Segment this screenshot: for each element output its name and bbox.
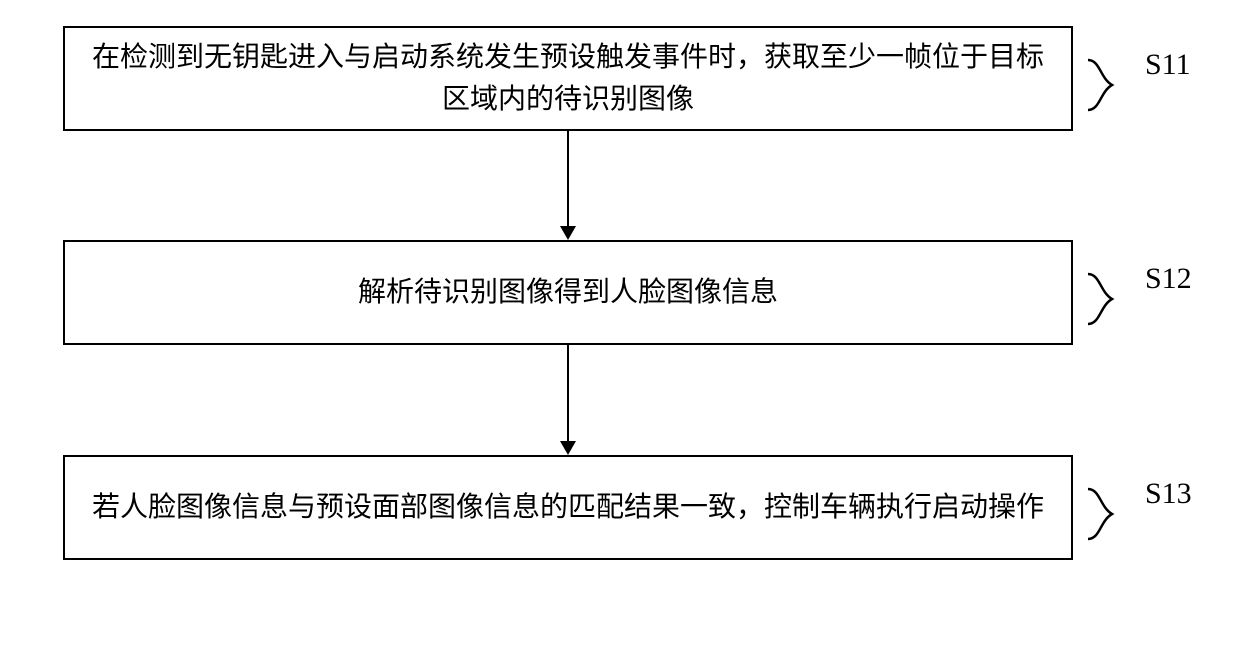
flow-node-s11: 在检测到无钥匙进入与启动系统发生预设触发事件时，获取至少一帧位于目标区域内的待识… bbox=[63, 26, 1073, 131]
flow-arrow bbox=[567, 345, 569, 441]
arrow-down-icon bbox=[560, 226, 576, 240]
flow-node-label-s13: S13 bbox=[1145, 477, 1192, 511]
brace-icon bbox=[1080, 479, 1140, 549]
arrow-down-icon bbox=[560, 441, 576, 455]
flow-arrow bbox=[567, 131, 569, 226]
brace-icon bbox=[1080, 264, 1140, 334]
flow-node-text: 若人脸图像信息与预设面部图像信息的匹配结果一致，控制车辆执行启动操作 bbox=[92, 487, 1044, 529]
flow-node-s13: 若人脸图像信息与预设面部图像信息的匹配结果一致，控制车辆执行启动操作 bbox=[63, 455, 1073, 560]
brace-icon bbox=[1080, 50, 1140, 120]
flow-node-label-s12: S12 bbox=[1145, 262, 1192, 296]
flowchart-canvas: 在检测到无钥匙进入与启动系统发生预设触发事件时，获取至少一帧位于目标区域内的待识… bbox=[0, 0, 1240, 657]
flow-node-label-s11: S11 bbox=[1145, 48, 1191, 82]
flow-node-text: 解析待识别图像得到人脸图像信息 bbox=[358, 272, 778, 314]
flow-node-text: 在检测到无钥匙进入与启动系统发生预设触发事件时，获取至少一帧位于目标区域内的待识… bbox=[89, 37, 1047, 121]
flow-node-s12: 解析待识别图像得到人脸图像信息 bbox=[63, 240, 1073, 345]
